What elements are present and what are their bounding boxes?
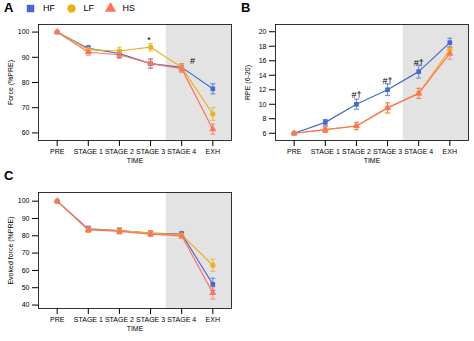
svg-text:10: 10 (259, 100, 267, 107)
html-text:HF: HF (42, 3, 55, 13)
svg-text:#†: #† (351, 90, 361, 100)
svg-text:80: 80 (22, 79, 30, 86)
svg-text:*: * (147, 35, 151, 45)
svg-text:80: 80 (22, 232, 30, 239)
svg-text:STAGE 2: STAGE 2 (105, 148, 134, 155)
svg-text:STAGE 3: STAGE 3 (373, 148, 402, 155)
svg-text:Evoked force (%PRE): Evoked force (%PRE) (7, 216, 15, 284)
svg-text:STAGE 4: STAGE 4 (167, 316, 196, 323)
svg-text:EXH: EXH (443, 148, 457, 155)
svg-text:#: # (190, 56, 195, 66)
svg-text:70: 70 (22, 249, 30, 256)
svg-text:TIME: TIME (127, 325, 144, 332)
svg-text:PRE: PRE (50, 316, 65, 323)
svg-text:STAGE 1: STAGE 1 (311, 148, 340, 155)
svg-text:STAGE 1: STAGE 1 (74, 316, 103, 323)
svg-text:STAGE 2: STAGE 2 (105, 316, 134, 323)
svg-text:100: 100 (18, 28, 30, 35)
svg-text:50: 50 (22, 284, 30, 291)
svg-text:90: 90 (22, 215, 30, 222)
svg-text:16: 16 (259, 57, 267, 64)
svg-text:90: 90 (22, 54, 30, 61)
svg-text:STAGE 4: STAGE 4 (167, 148, 196, 155)
svg-text:STAGE 1: STAGE 1 (74, 148, 103, 155)
svg-text:70: 70 (22, 104, 30, 111)
svg-text:14: 14 (259, 71, 267, 78)
svg-text:60: 60 (22, 129, 30, 136)
svg-text:Force (%PRE): Force (%PRE) (7, 60, 15, 105)
svg-text:100: 100 (18, 197, 30, 204)
html-text:LF: LF (83, 3, 94, 13)
svg-text:EXH: EXH (206, 148, 220, 155)
svg-text:60: 60 (22, 267, 30, 274)
svg-text:STAGE 4: STAGE 4 (404, 148, 433, 155)
html-text:A: A (4, 0, 14, 15)
svg-text:STAGE 2: STAGE 2 (342, 148, 371, 155)
svg-text:#†: #† (383, 76, 393, 86)
svg-text:STAGE 3: STAGE 3 (136, 148, 165, 155)
svg-text:12: 12 (259, 86, 267, 93)
svg-text:RPE (6-20): RPE (6-20) (244, 65, 252, 100)
svg-text:40: 40 (22, 301, 30, 308)
svg-text:TIME: TIME (364, 157, 381, 164)
svg-text:8: 8 (263, 115, 267, 122)
svg-text:PRE: PRE (50, 148, 65, 155)
svg-text:STAGE 3: STAGE 3 (136, 316, 165, 323)
svg-text:TIME: TIME (127, 157, 144, 164)
svg-text:18: 18 (259, 42, 267, 49)
svg-text:6: 6 (263, 129, 267, 136)
svg-text:EXH: EXH (206, 316, 220, 323)
svg-text:#†: #† (414, 58, 424, 68)
html-text:C: C (4, 168, 14, 183)
svg-text:20: 20 (259, 28, 267, 35)
svg-text:PRE: PRE (287, 148, 302, 155)
html-text:B: B (241, 0, 251, 15)
html-text:HS: HS (122, 3, 135, 13)
